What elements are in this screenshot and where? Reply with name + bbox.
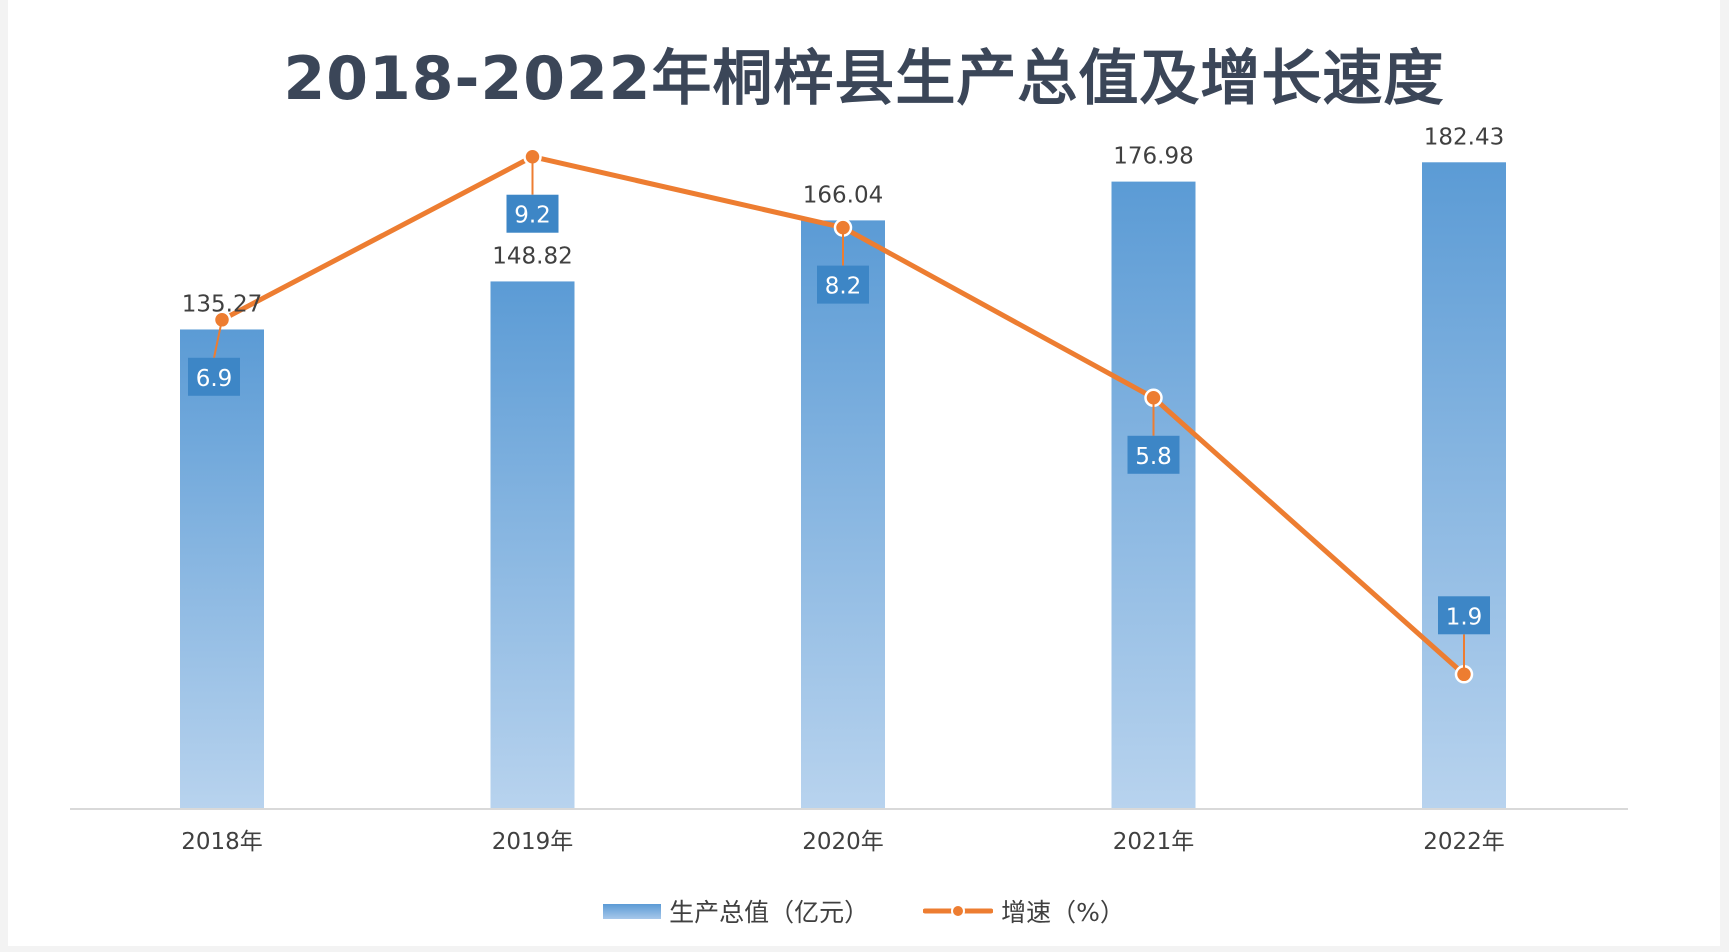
- chart-frame: 2018-2022年桐梓县生产总值及增长速度 135.27 148.82 166.0…: [8, 0, 1720, 946]
- growth-value-label-0: 6.9: [196, 366, 233, 392]
- chart-plot-area: 135.27 148.82 166.04 176.98 182.43 6.9 9.2 8.2 5…: [70, 124, 1628, 855]
- x-tick-label-2: 2020年: [802, 829, 884, 855]
- x-tick-label-4: 2022年: [1423, 829, 1505, 855]
- growth-label-box-0: [188, 357, 240, 396]
- growth-leader-0: [213, 319, 223, 358]
- bar-4: [1422, 162, 1506, 809]
- bar-value-label-4: 182.43: [1424, 124, 1504, 150]
- x-tick-label-1: 2019年: [492, 829, 574, 855]
- x-tick-label-3: 2021年: [1113, 829, 1195, 855]
- chart-title: 2018-2022年桐梓县生产总值及增长速度: [283, 44, 1445, 114]
- bar-value-label-3: 176.98: [1113, 144, 1193, 170]
- bar-value-label-0: 135.27: [182, 291, 262, 317]
- legend-item-growth[interactable]: 增速（%）: [923, 893, 1125, 929]
- bar-value-label-2: 166.04: [803, 182, 883, 208]
- x-tick-label-0: 2018年: [181, 829, 263, 855]
- growth-value-label-1: 9.2: [514, 203, 551, 229]
- growth-label-box-3: [1127, 435, 1180, 474]
- legend-label-gdp: 生产总值（亿元）: [669, 898, 870, 927]
- legend-swatch-bar: [603, 903, 662, 919]
- growth-label-box-2: [817, 265, 869, 304]
- growth-label-box-4: [1438, 596, 1490, 635]
- legend-label-growth: 增速（%）: [1001, 898, 1125, 927]
- bar-value-label-1: 148.82: [492, 243, 572, 269]
- bar-1: [490, 281, 575, 809]
- bar-3: [1111, 181, 1196, 809]
- bar-2: [801, 220, 885, 810]
- legend-swatch-line: [923, 904, 994, 918]
- bar-0: [180, 329, 264, 809]
- growth-value-label-2: 8.2: [825, 274, 862, 300]
- growth-label-box-1: [506, 194, 559, 233]
- chart-legend: 生产总值（亿元） 增速（%）: [8, 893, 1720, 929]
- growth-value-label-3: 5.8: [1135, 444, 1172, 470]
- growth-value-label-4: 1.9: [1446, 604, 1483, 630]
- legend-item-gdp[interactable]: 生产总值（亿元）: [603, 893, 869, 929]
